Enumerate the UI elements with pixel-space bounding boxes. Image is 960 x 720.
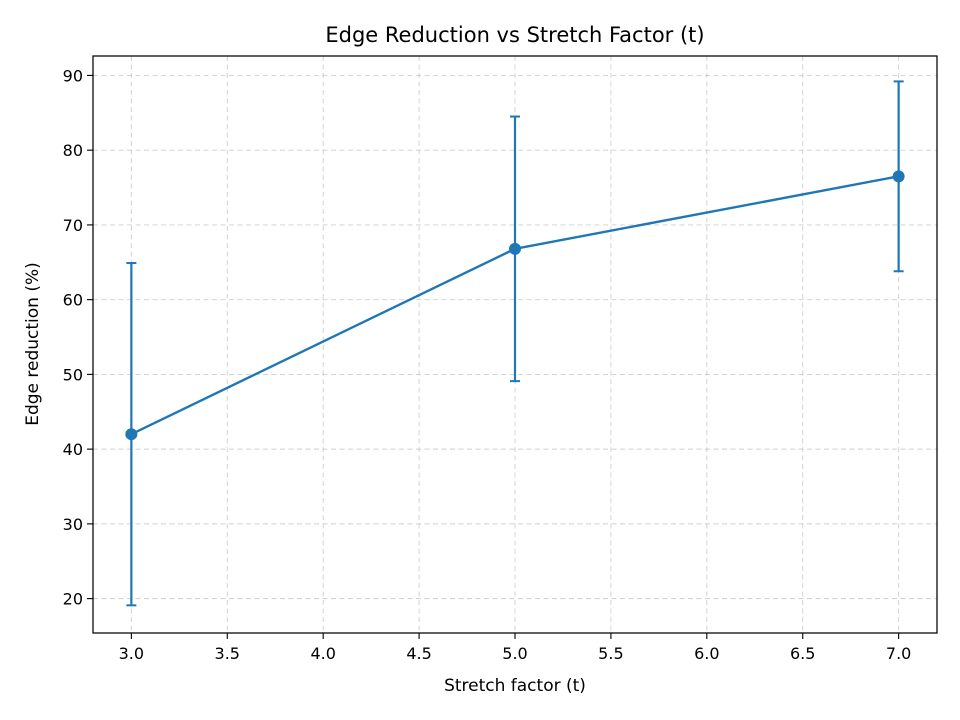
- x-tick-label: 5.0: [502, 644, 527, 663]
- x-tick-label: 4.0: [310, 644, 335, 663]
- x-tick-label: 7.0: [886, 644, 911, 663]
- x-tick-label: 5.5: [598, 644, 623, 663]
- y-tick-label: 70: [63, 216, 83, 235]
- data-point: [892, 170, 905, 183]
- y-tick-label: 40: [63, 440, 83, 459]
- axis-ticks: 3.0 3.5 4.0 4.5 5.0 5.5 6.0 6.5 7.0 20 30 40 50 60 70 8…: [63, 66, 912, 663]
- x-tick-label: 6.0: [694, 644, 719, 663]
- x-axis-label: Stretch factor (t): [444, 676, 586, 696]
- y-tick-label: 50: [63, 365, 83, 384]
- chart-title: Edge Reduction vs Stretch Factor (t): [325, 23, 704, 47]
- data-point: [125, 428, 138, 441]
- y-tick-label: 60: [63, 291, 83, 310]
- y-axis-label: Edge reduction (%): [23, 262, 43, 426]
- x-tick-label: 3.0: [119, 644, 144, 663]
- x-tick-label: 3.5: [215, 644, 240, 663]
- y-tick-label: 20: [63, 590, 83, 609]
- y-tick-label: 90: [63, 66, 83, 85]
- y-tick-label: 30: [63, 515, 83, 534]
- plot-data: [125, 80, 905, 607]
- data-point: [509, 242, 521, 255]
- x-tick-label: 4.5: [406, 644, 431, 663]
- y-tick-label: 80: [63, 141, 83, 160]
- x-tick-label: 6.5: [790, 644, 815, 663]
